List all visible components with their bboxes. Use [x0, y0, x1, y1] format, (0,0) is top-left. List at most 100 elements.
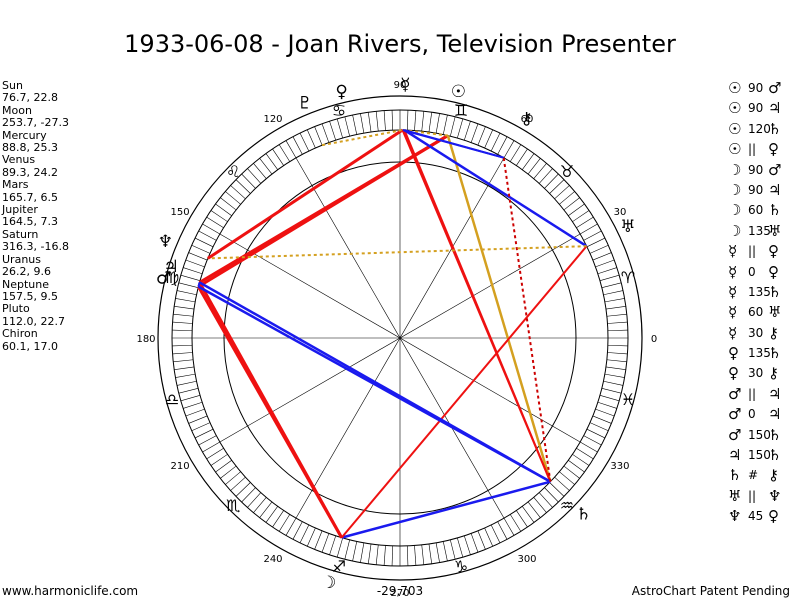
ring-tick	[463, 121, 471, 141]
ring-tick	[367, 543, 372, 564]
planet-glyph: ☉	[451, 82, 466, 102]
ring-tick	[383, 110, 386, 131]
ring-tick	[198, 435, 217, 446]
aspect-line	[197, 282, 201, 287]
aspect-angle: ||	[748, 488, 757, 503]
ring-tick	[391, 545, 394, 566]
planet-glyph: ♃	[768, 99, 782, 118]
ring-tick	[185, 259, 205, 268]
ring-tick	[597, 267, 617, 275]
planet-glyph: ♂	[728, 425, 742, 444]
zodiac-sign-glyph: ♓	[621, 390, 635, 409]
ring-tick	[568, 203, 585, 216]
planet-name: Uranus	[2, 252, 41, 266]
ring-tick	[191, 244, 211, 254]
aspect-angle: 60	[748, 305, 764, 320]
ring-tick	[603, 380, 624, 386]
ring-tick	[210, 454, 228, 466]
planet-name: Venus	[2, 153, 36, 167]
ring-tick	[235, 482, 251, 497]
degree-label: 120	[263, 114, 282, 125]
aspect-row: ♅ || ♆	[728, 486, 786, 506]
ring-tick	[522, 153, 535, 170]
ring-tick	[292, 136, 303, 155]
ring-tick	[225, 471, 241, 485]
aspect-line	[402, 129, 504, 159]
ring-tick	[206, 216, 224, 229]
ring-tick	[605, 366, 626, 371]
planet-glyph: ♅	[768, 221, 782, 240]
ring-tick	[477, 530, 486, 550]
ring-tick	[497, 136, 508, 155]
ring-tick	[538, 168, 553, 184]
ring-tick	[503, 517, 515, 536]
ring-tick	[352, 114, 358, 135]
ring-tick	[329, 121, 337, 141]
ring-tick	[477, 126, 486, 146]
degree-label: 90	[394, 80, 407, 91]
aspect-row: ☉ 90 ♂	[728, 78, 786, 98]
planet-glyph: ☿	[728, 262, 738, 281]
aspect-row: ♆ 45 ♀	[728, 506, 786, 526]
planet-glyph: ♄	[576, 504, 591, 524]
ring-tick	[272, 510, 284, 528]
ring-tick	[188, 415, 208, 424]
ring-tick	[383, 545, 386, 566]
ring-tick	[589, 422, 609, 432]
zodiac-sign-glyph: ♊	[454, 101, 468, 120]
aspect-line	[502, 157, 552, 482]
aspect-angle: 30	[748, 366, 764, 381]
ring-tick	[421, 111, 425, 132]
ring-tick	[188, 252, 208, 261]
website-link[interactable]: www.harmoniclife.com	[2, 584, 139, 598]
ring-tick	[172, 352, 193, 355]
planet-glyph: ♆	[728, 507, 742, 526]
planet-glyph: ♇	[297, 93, 312, 113]
planet-coordinates: 89.3, 24.2	[2, 165, 58, 179]
ring-tick	[606, 313, 627, 317]
ring-tick	[544, 173, 559, 189]
ring-tick	[321, 533, 330, 553]
ring-tick	[299, 524, 310, 544]
planet-coordinates: 164.5, 7.3	[2, 215, 58, 229]
coordinate-readout: -29,703	[376, 584, 424, 598]
ring-tick	[314, 126, 323, 146]
ring-tick	[194, 237, 214, 248]
planet-glyph: ♆	[768, 486, 782, 505]
ring-tick	[175, 373, 196, 378]
zodiac-sign-glyph: ♌	[226, 162, 240, 181]
planet-glyph: ♃	[728, 446, 742, 465]
ring-tick	[321, 123, 330, 143]
planet-glyph: ♂	[728, 384, 742, 403]
aspect-angle: 120	[748, 121, 771, 136]
planet-glyph: ♃	[768, 384, 782, 403]
degree-label: 300	[517, 554, 536, 565]
planet-glyph: ♄	[728, 466, 742, 485]
planet-name: Sun	[2, 79, 23, 92]
ring-tick	[174, 366, 195, 371]
ring-tick	[198, 230, 217, 241]
ring-tick	[272, 148, 284, 166]
aspect-line	[198, 281, 343, 539]
ring-tick	[457, 537, 464, 558]
aspect-row: ☽ 135 ♅	[728, 221, 786, 241]
planet-glyph: ☿	[728, 242, 738, 261]
ring-tick	[314, 530, 323, 550]
ring-tick	[527, 158, 541, 175]
ring-tick	[247, 168, 262, 184]
planet-glyph: ☽	[728, 180, 742, 199]
degree-label: 0	[651, 334, 657, 345]
ring-tick	[173, 359, 194, 363]
ring-tick	[336, 537, 343, 558]
patent-notice: AstroChart Patent Pending	[631, 584, 790, 598]
ring-tick	[220, 197, 237, 211]
planet-coordinates: 165.7, 6.5	[2, 190, 58, 204]
ring-tick	[607, 329, 628, 332]
ring-tick	[253, 497, 267, 513]
ring-tick	[241, 173, 256, 189]
planet-glyph: ⚷	[768, 323, 779, 342]
ring-tick	[572, 210, 590, 222]
aspect-angle: 135	[748, 223, 771, 238]
ring-tick	[533, 497, 547, 513]
